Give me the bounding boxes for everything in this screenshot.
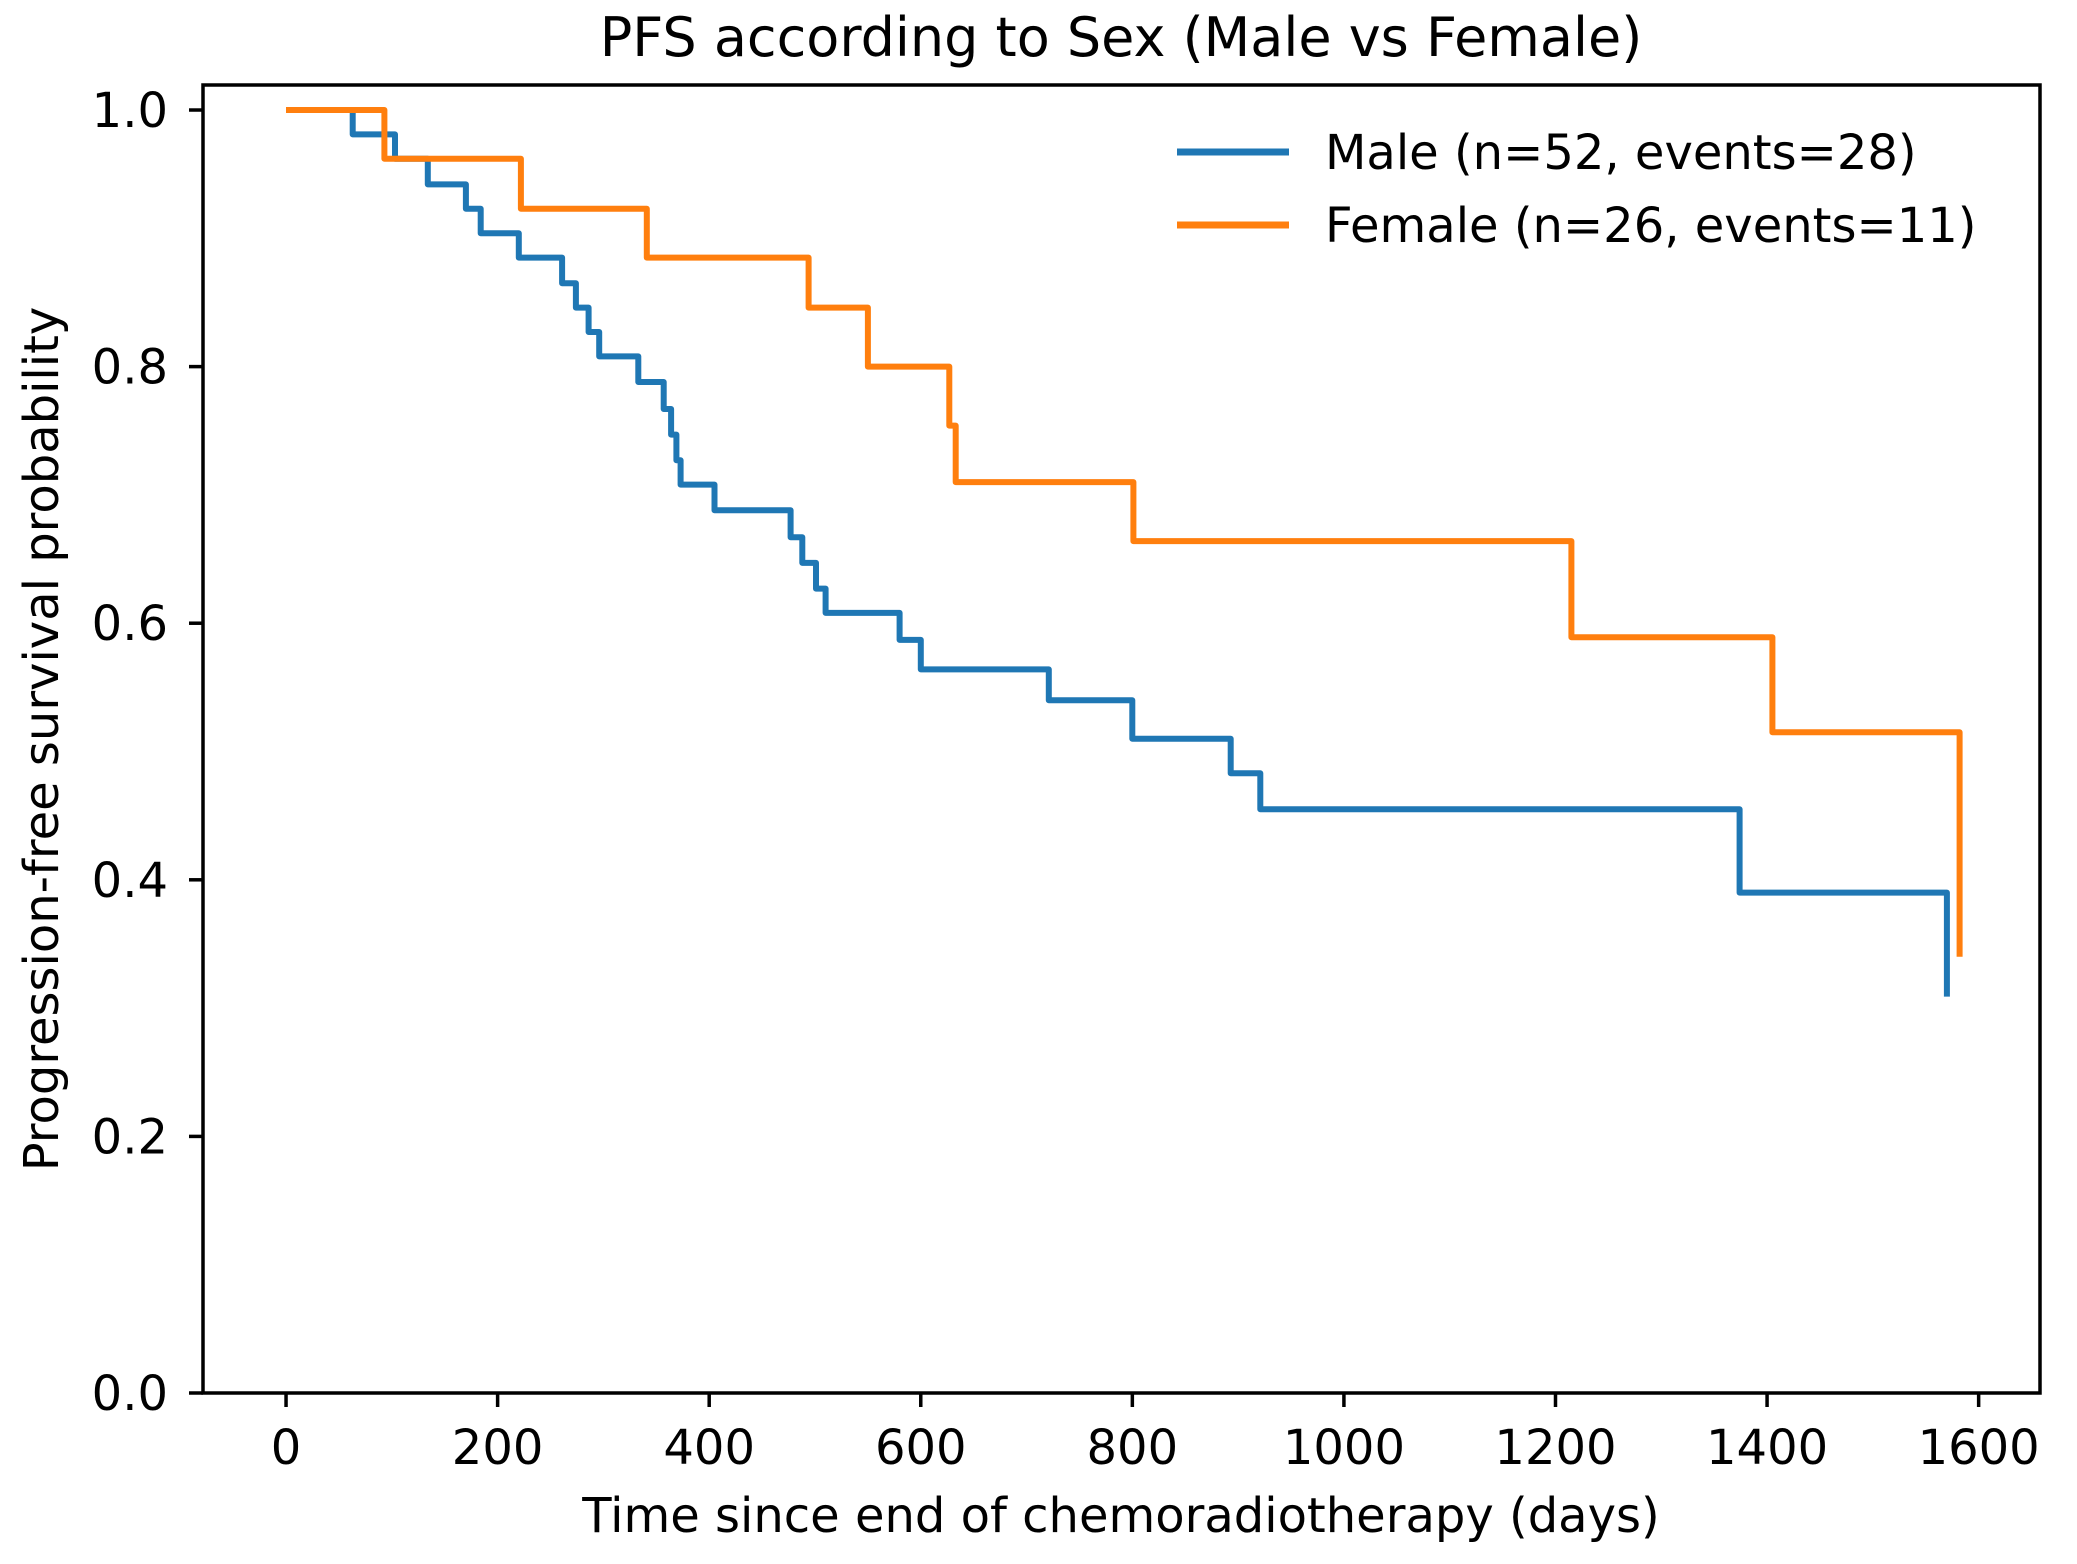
y-tick-label: 0.4 <box>92 853 168 909</box>
x-tick-label: 400 <box>663 1420 755 1476</box>
x-tick-label: 1200 <box>1494 1420 1616 1476</box>
y-axis-ticks: 0.0 0.2 0.4 0.6 0.8 1.0 <box>92 83 203 1422</box>
x-axis-ticks: 0 200 400 600 800 1000 1200 1400 1600 <box>271 1393 2040 1476</box>
survival-curve-female <box>286 107 1963 957</box>
legend-label-male: Male (n=52, events=28) <box>1325 125 1917 181</box>
y-tick-label: 0.6 <box>92 596 168 652</box>
x-tick-label: 1600 <box>1918 1420 2040 1476</box>
x-axis-label: Time since end of chemoradiotherapy (day… <box>581 1488 1659 1544</box>
x-tick-label: 200 <box>452 1420 544 1476</box>
x-tick-label: 0 <box>271 1420 302 1476</box>
chart-title: PFS according to Sex (Male vs Female) <box>600 6 1643 69</box>
legend: Male (n=52, events=28) Female (n=26, even… <box>1177 125 1977 254</box>
y-tick-label: 0.2 <box>92 1109 168 1165</box>
y-tick-label: 1.0 <box>92 83 168 139</box>
x-tick-label: 1000 <box>1283 1420 1405 1476</box>
x-tick-label: 1400 <box>1706 1420 1828 1476</box>
y-axis-label: Progression-free survival probability <box>14 307 70 1172</box>
x-tick-label: 800 <box>1087 1420 1179 1476</box>
y-tick-label: 0.0 <box>92 1366 168 1422</box>
survival-curves <box>286 107 1963 997</box>
x-tick-label: 600 <box>875 1420 967 1476</box>
legend-label-female: Female (n=26, events=11) <box>1325 198 1977 254</box>
plot-frame <box>201 83 2042 1395</box>
survival-curve-male <box>286 107 1950 997</box>
y-tick-label: 0.8 <box>92 340 168 396</box>
